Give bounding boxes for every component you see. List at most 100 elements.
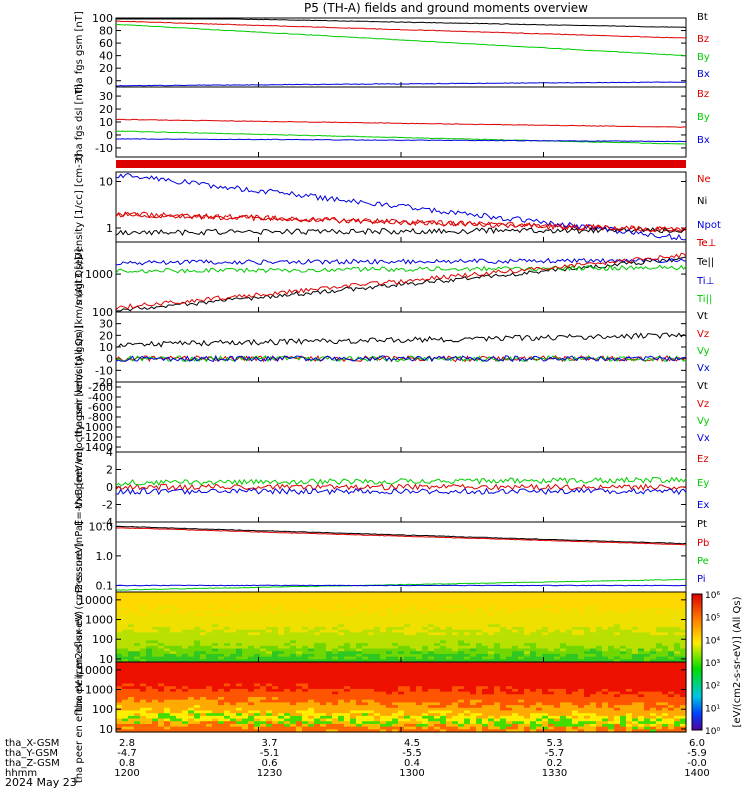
heatmap-cell [266, 718, 273, 722]
heatmap-cell [524, 656, 531, 660]
heatmap-cell [566, 624, 573, 628]
heatmap-cell [554, 715, 561, 720]
heatmap-cell [602, 707, 609, 712]
heatmap-cell [194, 718, 201, 722]
heatmap-cell [524, 726, 531, 730]
heatmap-cell [380, 643, 387, 647]
heatmap-cell [266, 629, 273, 633]
heatmap-cell [380, 721, 387, 725]
heatmap-cell [122, 680, 129, 685]
heatmap-cell [296, 659, 303, 663]
heatmap-cell [596, 616, 603, 620]
heatmap-cell [524, 592, 531, 596]
heatmap-cell [476, 651, 483, 655]
heatmap-cell [290, 713, 297, 717]
heatmap-cell [506, 621, 513, 625]
heatmap-cell [218, 659, 225, 663]
heatmap-cell [644, 594, 651, 598]
heatmap-cell [176, 710, 183, 714]
y-tick-label: 10.0 [89, 520, 114, 533]
heatmap-cell [254, 616, 261, 620]
heatmap-cell [386, 653, 393, 658]
heatmap-cell [170, 721, 177, 725]
heatmap-cell [182, 643, 189, 647]
heatmap-cell [506, 710, 513, 714]
heatmap-cell [200, 715, 207, 720]
heatmap-cell [482, 648, 489, 652]
heatmap-cell [458, 653, 465, 658]
heatmap-cell [620, 670, 627, 674]
heatmap-cell [602, 729, 609, 733]
heatmap-cell [344, 610, 351, 615]
heatmap-cell [320, 616, 327, 620]
heatmap-cell [248, 613, 255, 617]
heatmap-cell [344, 632, 351, 636]
heatmap-cell [362, 729, 369, 733]
heatmap-cell [116, 726, 123, 730]
heatmap-cell [584, 707, 591, 712]
heatmap-cell [464, 605, 471, 609]
heatmap-cell [116, 710, 123, 714]
heatmap-cell [176, 670, 183, 674]
heatmap-cell [566, 694, 573, 698]
heatmap-cell [362, 643, 369, 647]
heatmap-cell [272, 602, 279, 607]
heatmap-cell [572, 675, 579, 679]
heatmap-cell [428, 640, 435, 644]
heatmap-cell [422, 697, 429, 701]
heatmap-cell [626, 594, 633, 598]
heatmap-cell [272, 627, 279, 631]
heatmap-cell [662, 608, 669, 612]
heatmap-cell [308, 659, 315, 663]
heatmap-cell [650, 643, 657, 647]
heatmap-cell [260, 664, 267, 668]
heatmap-cell [164, 629, 171, 633]
heatmap-cell [212, 723, 219, 728]
heatmap-cell [290, 653, 297, 658]
heatmap-cell [374, 600, 381, 604]
heatmap-cell [182, 721, 189, 725]
heatmap-cell [266, 602, 273, 607]
heatmap-cell [236, 653, 243, 658]
heatmap-cell [308, 686, 315, 690]
heatmap-cell [128, 723, 135, 728]
heatmap-cell [650, 632, 657, 636]
heatmap-cell [428, 718, 435, 722]
heatmap-cell [608, 670, 615, 674]
heatmap-cell [392, 618, 399, 623]
heatmap-cell [338, 715, 345, 720]
heatmap-cell [320, 629, 327, 633]
heatmap-cell [284, 729, 291, 733]
heatmap-cell [284, 680, 291, 685]
heatmap-cell [242, 613, 249, 617]
heatmap-cell [398, 592, 405, 596]
heatmap-cell [134, 713, 141, 717]
heatmap-cell [164, 648, 171, 652]
heatmap-cell [494, 659, 501, 663]
heatmap-cell [452, 592, 459, 596]
heatmap-cell [230, 699, 237, 703]
heatmap-cell [662, 602, 669, 607]
heatmap-cell [392, 675, 399, 679]
heatmap-cell [560, 680, 567, 685]
heatmap-cell [344, 602, 351, 607]
heatmap-cell [476, 715, 483, 720]
heatmap-cell [152, 659, 159, 663]
heatmap-cell [410, 686, 417, 690]
heatmap-cell [398, 635, 405, 639]
heatmap-cell [200, 659, 207, 663]
heatmap-cell [590, 715, 597, 720]
heatmap-cell [638, 686, 645, 690]
heatmap-cell [320, 705, 327, 709]
heatmap-cell [188, 702, 195, 706]
heatmap-cell [362, 675, 369, 679]
heatmap-cell [176, 726, 183, 730]
heatmap-cell [434, 592, 441, 596]
heatmap-cell [578, 640, 585, 644]
legend-label: Vy [697, 346, 710, 357]
heatmap-cell [122, 699, 129, 703]
heatmap-cell [476, 592, 483, 596]
heatmap-cell [212, 670, 219, 674]
heatmap-cell [434, 672, 441, 677]
heatmap-cell [122, 672, 129, 677]
